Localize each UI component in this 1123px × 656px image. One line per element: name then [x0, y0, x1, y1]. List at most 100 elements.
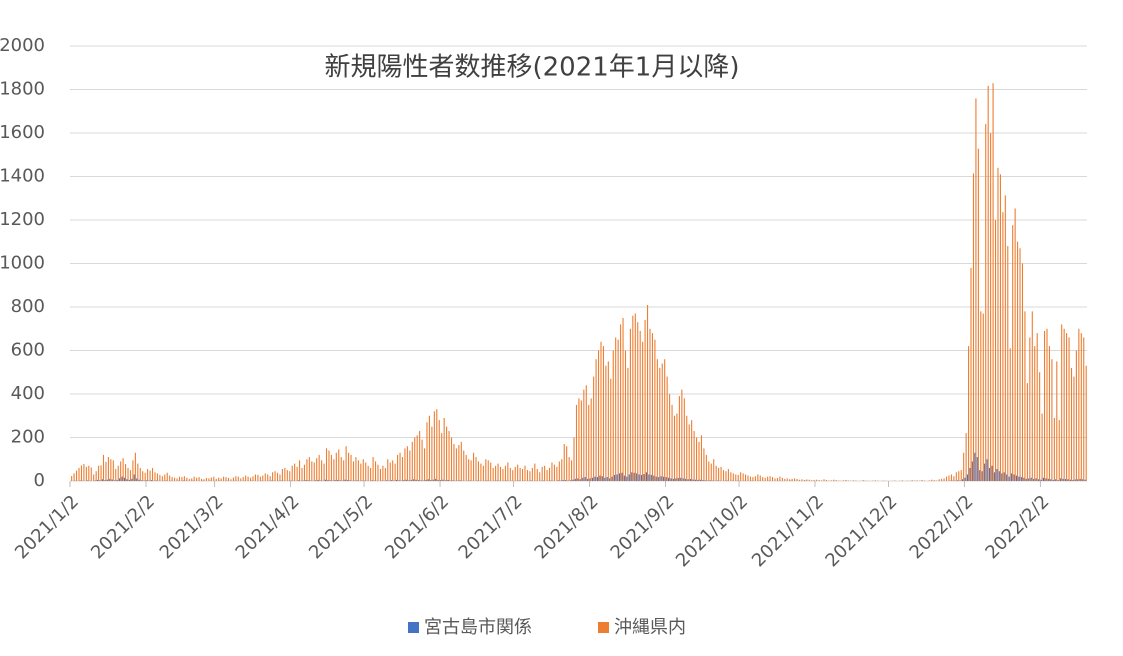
bar: [409, 450, 411, 481]
bar: [637, 322, 639, 481]
bar: [379, 469, 381, 481]
bar: [240, 478, 242, 481]
bar: [437, 479, 439, 481]
bar: [582, 477, 584, 481]
x-tick-label: 2021/9/2: [607, 491, 679, 563]
bar: [1024, 311, 1026, 481]
bar: [433, 411, 435, 481]
bar: [667, 477, 670, 481]
bar: [813, 479, 815, 481]
bar: [139, 467, 141, 481]
bar: [968, 346, 970, 481]
bar: [1070, 367, 1073, 481]
bar: [458, 445, 460, 481]
bar: [497, 463, 499, 481]
bar: [174, 477, 176, 481]
bar: [541, 466, 543, 481]
bar: [257, 474, 259, 481]
bar: [98, 465, 100, 481]
bar: [643, 474, 645, 481]
bar: [536, 469, 538, 481]
bar: [1067, 479, 1069, 481]
bar: [223, 476, 225, 481]
bar: [568, 457, 570, 481]
bar: [463, 450, 465, 481]
bar: [416, 435, 418, 481]
bar: [267, 474, 269, 481]
bar: [1006, 474, 1008, 481]
bar: [475, 457, 477, 481]
bar: [911, 480, 913, 481]
bar: [597, 350, 600, 481]
bar: [584, 477, 586, 481]
bar: [468, 459, 470, 481]
bar: [448, 430, 450, 481]
bar: [941, 478, 943, 481]
bar: [431, 426, 433, 481]
bar: [710, 463, 712, 481]
bar: [281, 469, 283, 481]
bar: [998, 471, 1000, 481]
x-tick-label: 2021/10/2: [672, 491, 752, 571]
bar: [408, 480, 410, 481]
bar: [969, 467, 971, 481]
bar: [664, 359, 666, 481]
bar: [769, 476, 771, 481]
bar: [441, 433, 443, 481]
bar: [384, 467, 386, 481]
bar: [599, 475, 601, 481]
bar: [116, 479, 118, 481]
bar: [413, 479, 415, 481]
bar: [569, 480, 572, 481]
bar: [1072, 479, 1074, 481]
bar: [1069, 479, 1071, 481]
bar: [605, 365, 607, 481]
bar: [352, 461, 355, 481]
bar: [193, 476, 195, 481]
bar: [997, 167, 999, 482]
bar: [144, 472, 146, 481]
bar: [962, 479, 964, 481]
bar: [142, 471, 144, 481]
bar: [395, 479, 398, 481]
bar: [1035, 478, 1037, 481]
bar: [252, 476, 254, 481]
bar: [455, 448, 457, 481]
bar: [145, 480, 148, 481]
bar: [423, 448, 426, 481]
bar: [534, 463, 536, 481]
bar: [636, 473, 638, 481]
bar: [548, 467, 551, 481]
bar: [693, 430, 695, 481]
bar: [374, 461, 377, 481]
bar: [670, 478, 672, 481]
bar: [606, 477, 608, 481]
bar: [1013, 474, 1015, 481]
bar: [551, 462, 553, 481]
bar: [232, 477, 234, 481]
bar: [754, 476, 756, 481]
bar: [764, 477, 766, 481]
bar: [673, 415, 676, 481]
bar: [752, 477, 754, 481]
bar: [526, 470, 529, 481]
bar: [631, 472, 633, 481]
y-tick-label: 1800: [0, 79, 45, 100]
bar: [986, 459, 988, 481]
bar: [589, 478, 591, 481]
bar: [414, 437, 416, 481]
bar: [745, 474, 747, 481]
bar: [874, 480, 877, 481]
bar: [392, 460, 394, 481]
bar: [230, 479, 232, 481]
bar: [299, 460, 301, 481]
bar: [1008, 476, 1010, 481]
bar: [991, 465, 993, 481]
bar: [1009, 348, 1011, 481]
bar: [111, 479, 113, 481]
bar: [709, 480, 711, 481]
bar: [399, 452, 401, 481]
bar: [627, 367, 629, 481]
bar: [628, 474, 630, 481]
bar: [1040, 479, 1042, 481]
